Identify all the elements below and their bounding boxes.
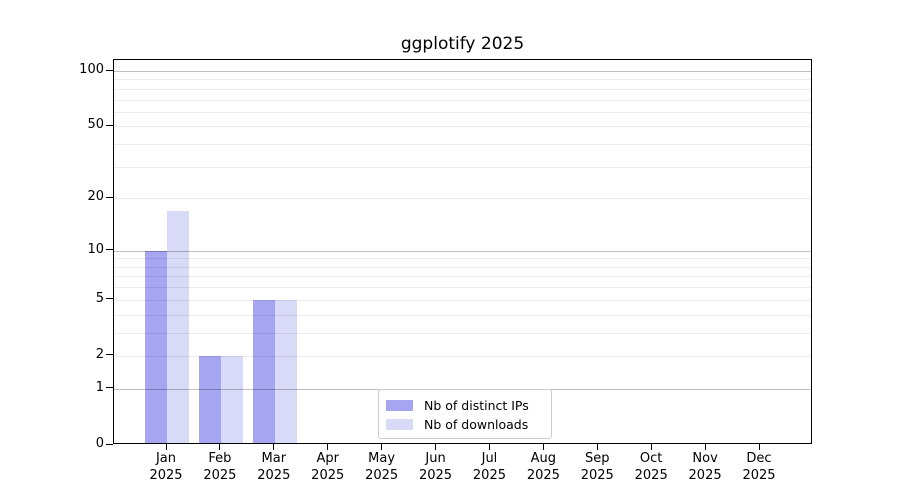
gridline-major [114, 71, 811, 72]
x-tick-year: 2025 [742, 468, 776, 483]
gridline-minor [114, 111, 811, 113]
x-tick-mark [542, 444, 544, 450]
x-tick-year: 2025 [634, 468, 668, 483]
x-tick-year: 2025 [203, 468, 237, 483]
x-tick-month: Aug [530, 451, 557, 466]
gridline-minor [114, 276, 811, 278]
x-tick-label: Feb 2025 [188, 450, 252, 484]
y-tick-mark [106, 124, 113, 126]
x-tick-mark [381, 444, 383, 450]
x-tick-mark [435, 444, 437, 450]
x-tick-year: 2025 [149, 468, 183, 483]
gridline-minor [114, 332, 811, 334]
legend-item: Nb of downloads [386, 415, 543, 434]
x-tick-month: Jul [481, 451, 498, 466]
y-tick-mark [106, 249, 113, 251]
y-tick-label: 1 [95, 379, 104, 395]
x-tick-label: Oct 2025 [619, 450, 683, 484]
x-tick-month: Dec [746, 451, 772, 466]
y-tick-label: 100 [79, 62, 104, 77]
bar-feb-ips [198, 355, 221, 443]
x-tick-year: 2025 [472, 468, 506, 483]
x-tick-month: Oct [639, 451, 663, 466]
y-tick-mark [106, 354, 113, 356]
gridline-minor [114, 126, 811, 128]
x-tick-mark [219, 444, 221, 450]
x-tick-mark [650, 444, 652, 450]
gridline-minor [114, 258, 811, 260]
x-tick-year: 2025 [311, 468, 345, 483]
x-tick-label: Nov 2025 [673, 450, 737, 484]
bar-mar-downloads [274, 299, 297, 443]
gridline-minor [114, 88, 811, 90]
x-tick-year: 2025 [418, 468, 453, 483]
x-tick-mark [596, 444, 598, 450]
x-tick-year: 2025 [688, 468, 722, 483]
y-tick-label: 10 [87, 241, 104, 257]
bar-jan-ips [145, 250, 167, 443]
x-tick-year: 2025 [257, 468, 291, 483]
x-tick-month: Sep [585, 451, 610, 466]
x-tick-month: Apr [316, 451, 339, 466]
x-tick-mark [273, 444, 275, 450]
x-tick-month: Jan [155, 451, 177, 466]
gridline-minor [114, 355, 811, 357]
x-tick-label: Apr 2025 [296, 450, 360, 484]
y-tick-label: 50 [87, 117, 104, 133]
y-tick-label: 2 [95, 346, 104, 362]
y-tick-mark [106, 298, 113, 300]
bar-mar-ips [252, 299, 275, 443]
x-tick-mark [704, 444, 706, 450]
y-tick-mark [106, 443, 113, 445]
x-tick-label: Aug 2025 [511, 450, 575, 484]
legend-item: Nb of distinct IPs [386, 396, 543, 415]
bar-feb-downloads [220, 355, 243, 443]
x-tick-label: Sep 2025 [565, 450, 629, 484]
x-tick-label: May 2025 [350, 450, 414, 484]
y-tick-mark [106, 196, 113, 198]
y-tick-mark [106, 387, 113, 389]
x-tick-label: Mar 2025 [242, 450, 306, 484]
gridline-minor [114, 166, 811, 168]
x-tick-label: Jul 2025 [457, 450, 521, 484]
gridline-minor [114, 314, 811, 316]
gridline-minor [114, 198, 811, 200]
legend: Nb of distinct IPs Nb of downloads [378, 389, 552, 439]
x-tick-year: 2025 [526, 468, 560, 483]
y-tick-label: 5 [95, 290, 104, 306]
x-tick-month: Jun [425, 451, 446, 466]
x-tick-year: 2025 [365, 468, 399, 483]
x-tick-mark [327, 444, 329, 450]
x-tick-mark [758, 444, 760, 450]
x-tick-month: Nov [692, 451, 718, 466]
x-tick-label: Jun 2025 [404, 450, 468, 484]
chart-title: ggplotify 2025 [400, 34, 525, 54]
plot-area [113, 59, 812, 444]
x-tick-label: Jan 2025 [134, 450, 198, 484]
gridline-minor [114, 144, 811, 146]
y-tick-label: 20 [87, 189, 104, 205]
gridline-major [114, 250, 811, 252]
gridline-minor [114, 299, 811, 301]
x-tick-month: Mar [261, 451, 287, 466]
x-tick-mark [488, 444, 490, 450]
gridline-minor [114, 99, 811, 101]
legend-label: Nb of downloads [424, 416, 529, 432]
y-tick-label: 0 [95, 436, 104, 451]
gridline-minor [114, 287, 811, 289]
legend-swatch [386, 400, 413, 411]
x-tick-label: Dec 2025 [727, 450, 791, 484]
y-tick-mark [106, 69, 113, 71]
bar-jan-downloads [167, 210, 189, 443]
x-tick-month: Feb [208, 451, 232, 466]
x-tick-mark [165, 444, 167, 450]
gridline-minor [114, 79, 811, 81]
legend-swatch [386, 419, 413, 430]
x-tick-month: May [368, 451, 396, 466]
legend-label: Nb of distinct IPs [424, 397, 529, 413]
x-tick-year: 2025 [580, 468, 614, 483]
gridline-minor [114, 266, 811, 268]
legend-items: Nb of distinct IPs Nb of downloads [386, 396, 543, 434]
